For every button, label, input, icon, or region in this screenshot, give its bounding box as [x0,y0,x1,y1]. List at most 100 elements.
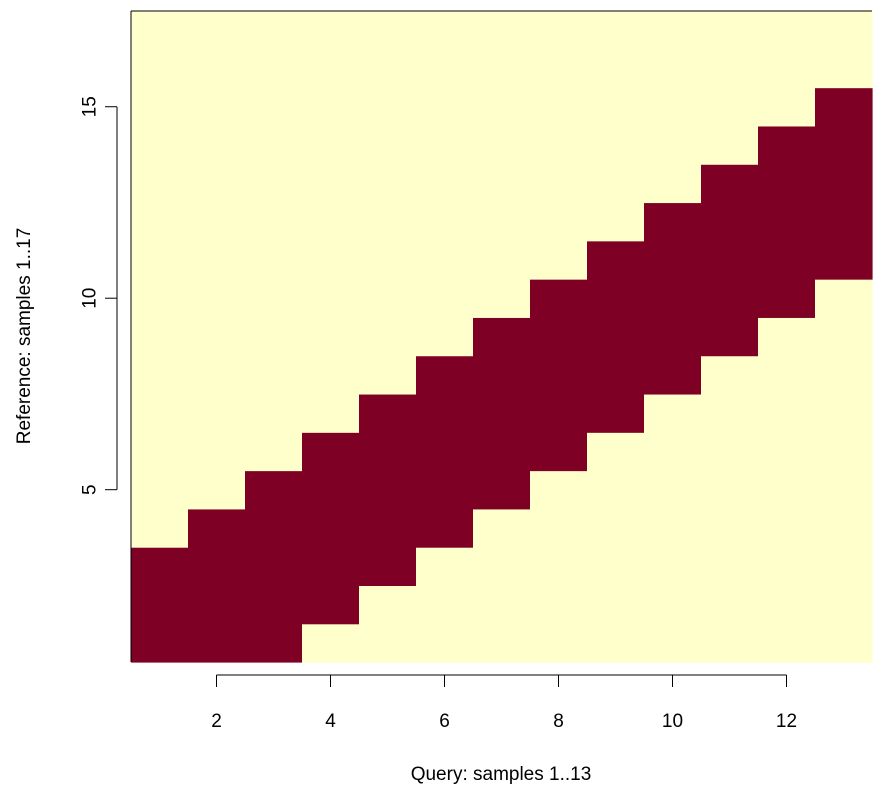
heatmap-cell-q12-r14 [758,125,816,165]
heatmap-cell-q10-r2 [644,585,702,625]
heatmap-cell-q3-r1 [245,623,303,663]
heatmap-cell-q10-r6 [644,432,702,472]
heatmap-cell-q2-r16 [188,49,246,89]
heatmap-cell-q2-r9 [188,317,246,357]
heatmap-cell-q2-r7 [188,393,246,433]
heatmap-cell-q4-r6 [302,432,360,472]
heatmap-cell-q1-r4 [131,508,189,548]
x-tick-label-4: 4 [325,711,336,732]
heatmap-cell-q8-r3 [530,547,588,587]
heatmap-cell-q13-r13 [815,164,873,204]
heatmap-cell-q1-r2 [131,585,189,625]
heatmap-cell-q6-r15 [416,87,474,127]
heatmap-cell-q4-r3 [302,547,360,587]
heatmap-cell-q13-r6 [815,432,873,472]
heatmap-cell-q1-r7 [131,393,189,433]
heatmap-cell-q9-r12 [587,202,645,242]
heatmap-cell-q8-r1 [530,623,588,663]
heatmap-cell-q11-r15 [701,87,759,127]
heatmap-cell-q2-r17 [188,11,246,50]
heatmap-cell-q3-r9 [245,317,303,357]
heatmap-cell-q11-r9 [701,317,759,357]
heatmap-cell-q13-r12 [815,202,873,242]
heatmap-cell-q9-r6 [587,432,645,472]
heatmap-cell-q11-r7 [701,393,759,433]
heatmap-cell-q2-r6 [188,432,246,472]
heatmap-cell-q8-r5 [530,470,588,510]
heatmap-cell-q3-r5 [245,470,303,510]
heatmap-cell-q2-r8 [188,355,246,395]
heatmap-cell-q4-r13 [302,164,360,204]
heatmap-cell-q9-r17 [587,11,645,50]
heatmap-cell-q5-r17 [359,11,417,50]
heatmap-cell-q13-r1 [815,623,873,663]
heatmap-cell-q7-r11 [473,240,531,280]
heatmap-cell-q8-r17 [530,11,588,50]
heatmap-cell-q5-r6 [359,432,417,472]
heatmap-cell-q5-r9 [359,317,417,357]
heatmap-cell-q9-r13 [587,164,645,204]
heatmap-cell-q13-r14 [815,125,873,165]
heatmap-cell-q6-r6 [416,432,474,472]
heatmap-cell-q11-r8 [701,355,759,395]
heatmap-cell-q1-r6 [131,432,189,472]
heatmap-cell-q12-r12 [758,202,816,242]
heatmap-cell-q3-r17 [245,11,303,50]
heatmap-cell-q11-r3 [701,547,759,587]
heatmap-cell-q3-r2 [245,585,303,625]
heatmap-cell-q1-r5 [131,470,189,510]
heatmap-cell-q11-r5 [701,470,759,510]
heatmap-cell-q2-r11 [188,240,246,280]
heatmap-cell-q2-r3 [188,547,246,587]
heatmap-cell-q11-r14 [701,125,759,165]
heatmap-cell-q1-r10 [131,279,189,318]
heatmap-cell-q7-r14 [473,125,531,165]
heatmap-cell-q12-r9 [758,317,816,357]
heatmap-cell-q12-r3 [758,547,816,587]
heatmap-cell-q6-r14 [416,125,474,165]
heatmap-cell-q1-r15 [131,87,189,127]
heatmap-cell-q13-r4 [815,508,873,548]
heatmap-cell-q8-r6 [530,432,588,472]
heatmap-cell-q12-r1 [758,623,816,663]
heatmap-cell-q5-r15 [359,87,417,127]
heatmap-cell-q7-r15 [473,87,531,127]
heatmap-cell-q13-r2 [815,585,873,625]
x-tick-label-10: 10 [662,711,683,732]
heatmap-cell-q4-r14 [302,125,360,165]
heatmap-cell-q13-r5 [815,470,873,510]
heatmap-cell-q8-r11 [530,240,588,280]
heatmap-cell-q8-r4 [530,508,588,548]
heatmap-cell-q4-r15 [302,87,360,127]
heatmap-cell-q6-r3 [416,547,474,587]
heatmap-cell-q6-r17 [416,11,474,50]
heatmap-cell-q4-r8 [302,355,360,395]
heatmap-cell-q12-r10 [758,279,816,318]
heatmap-cell-q3-r14 [245,125,303,165]
x-tick-label-2: 2 [211,711,222,732]
heatmap-cell-q9-r14 [587,125,645,165]
y-axis: 5 10 15 [80,96,118,495]
heatmap-cell-q9-r8 [587,355,645,395]
heatmap-cell-q6-r4 [416,508,474,548]
heatmap-cell-q12-r11 [758,240,816,280]
heatmap-cell-q2-r12 [188,202,246,242]
heatmap-cell-q7-r3 [473,547,531,587]
heatmap-cell-q3-r12 [245,202,303,242]
heatmap-cell-q7-r10 [473,279,531,318]
y-tick-label-15: 15 [80,96,101,117]
heatmap-cell-q7-r5 [473,470,531,510]
heatmap-cell-q2-r2 [188,585,246,625]
heatmap-cell-q6-r2 [416,585,474,625]
heatmap-cell-q8-r14 [530,125,588,165]
heatmap-cell-q13-r9 [815,317,873,357]
heatmap-cell-q3-r8 [245,355,303,395]
heatmap-cell-q10-r10 [644,279,702,318]
heatmap-cell-q11-r6 [701,432,759,472]
heatmap-cell-q8-r2 [530,585,588,625]
heatmap-cell-q8-r12 [530,202,588,242]
heatmap-cell-q7-r17 [473,11,531,50]
heatmap-cell-q12-r16 [758,49,816,89]
x-tick-label-12: 12 [776,711,797,732]
